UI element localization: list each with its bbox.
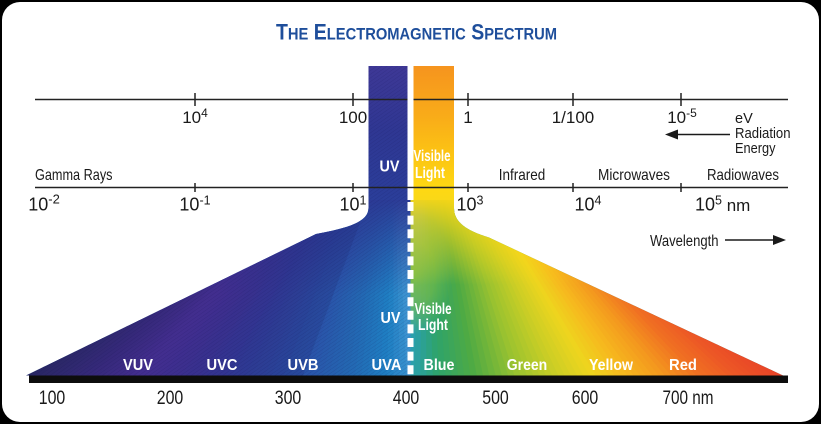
svg-text:Yellow: Yellow [589,357,634,374]
svg-text:Visible: Visible [414,148,451,165]
svg-text:Gamma Rays: Gamma Rays [35,167,113,184]
svg-text:105 nm: 105 nm [695,194,750,216]
svg-text:Radiowaves: Radiowaves [707,167,779,184]
svg-text:Light: Light [418,317,448,334]
svg-text:Light: Light [415,165,445,182]
svg-text:UV: UV [380,159,400,176]
svg-text:Radiation: Radiation [735,126,791,142]
svg-text:400: 400 [393,387,420,409]
svg-text:700 nm: 700 nm [663,387,714,409]
svg-text:Red: Red [669,357,697,374]
svg-text:600: 600 [572,387,599,409]
svg-text:Microwaves: Microwaves [598,167,670,184]
svg-text:UVA: UVA [372,357,402,374]
svg-text:VUV: VUV [123,357,154,374]
svg-text:Green: Green [507,357,548,374]
svg-text:UVC: UVC [207,357,238,374]
svg-text:Visible: Visible [415,301,452,318]
svg-text:Blue: Blue [424,357,455,374]
svg-text:1: 1 [463,108,472,127]
svg-text:UVB: UVB [288,357,319,374]
svg-text:1/100: 1/100 [552,108,595,127]
svg-text:300: 300 [275,387,302,409]
svg-text:THE ELECTROMAGNETIC SPECTRUM: THE ELECTROMAGNETIC SPECTRUM [276,20,557,45]
svg-text:Energy: Energy [735,141,776,157]
svg-text:500: 500 [482,387,509,409]
svg-text:100: 100 [339,108,367,127]
svg-text:eV: eV [735,111,753,127]
svg-text:200: 200 [157,387,184,409]
svg-text:100: 100 [39,387,66,409]
svg-text:Wavelength: Wavelength [650,233,719,250]
svg-text:Infrared: Infrared [499,167,546,184]
svg-text:UV: UV [381,310,401,327]
